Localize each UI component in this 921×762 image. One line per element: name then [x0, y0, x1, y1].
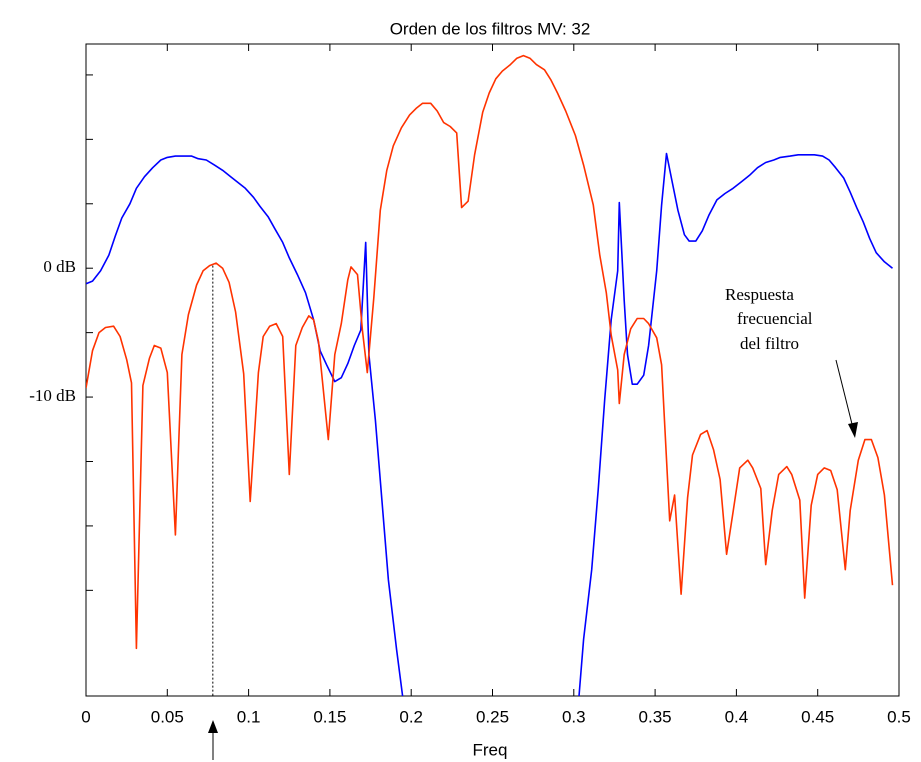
- x-tick-label: 0.5: [887, 707, 911, 726]
- arrow-head: [208, 720, 218, 733]
- x-axis-label: Freq: [473, 740, 508, 759]
- x-tick-label: 0.3: [562, 707, 586, 726]
- annotation-arrow: [835, 359, 854, 429]
- x-tick-label: 0.45: [801, 707, 834, 726]
- y-tick-label: 0 dB: [43, 257, 76, 276]
- x-tick-label: 0.2: [399, 707, 423, 726]
- annotation: del filtro: [740, 334, 799, 353]
- x-tick-label: 0.35: [639, 707, 672, 726]
- x-tick-label: 0: [81, 707, 90, 726]
- series-line: [86, 54, 894, 650]
- x-tick-label: 0.1: [237, 707, 261, 726]
- x-tick-label: 0.25: [476, 707, 509, 726]
- x-tick-label: 0.4: [725, 707, 749, 726]
- x-tick-label: 0.15: [313, 707, 346, 726]
- chart-title: Orden de los filtros MV: 32: [390, 19, 591, 38]
- plot-area: [86, 54, 894, 696]
- arrow-head: [848, 422, 858, 438]
- annotation: Respuesta: [725, 285, 794, 304]
- plot-frame: [85, 43, 900, 697]
- x-tick-label: 0.05: [151, 707, 184, 726]
- series-line: [86, 152, 893, 696]
- y-tick-label: -10 dB: [29, 386, 76, 405]
- annotation: frecuencial: [737, 309, 813, 328]
